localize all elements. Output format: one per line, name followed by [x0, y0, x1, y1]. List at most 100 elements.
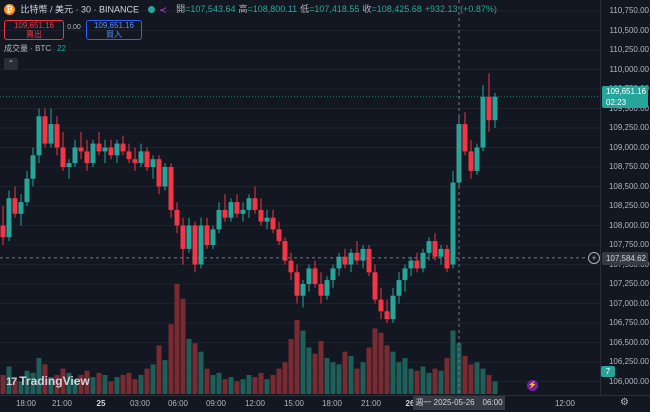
time-tick: 09:00 [205, 399, 227, 408]
time-tick: 21:00 [360, 399, 382, 408]
tradingview-logo[interactable]: 17 TradingView [6, 374, 90, 388]
volume-bar [342, 351, 348, 394]
ohlc-key: 開 [176, 4, 186, 14]
settings-icon[interactable]: ⚙ [620, 397, 629, 408]
collapse-legend-icon[interactable]: ⌃ [4, 58, 18, 70]
volume-bar [132, 379, 138, 394]
candle-body [264, 217, 270, 222]
volume-bar [270, 374, 276, 394]
candle-body [414, 260, 420, 269]
candle-body [396, 280, 402, 296]
candle-body [108, 147, 114, 156]
volume-bar [144, 368, 150, 394]
time-tick: 06:00 [167, 399, 189, 408]
candle-body [492, 96, 498, 121]
last-price-value: 109,651.16 [606, 86, 647, 96]
volume-bar [408, 368, 414, 394]
replay-icon[interactable]: ≺ [159, 4, 167, 15]
ohlc-value: =108,425.68 [371, 4, 422, 14]
volume-bar [378, 332, 384, 394]
volume-bar [372, 328, 378, 394]
volume-bar [444, 358, 450, 394]
candle-body [300, 284, 306, 296]
buy-button[interactable]: 109,651.16 買入 [86, 20, 142, 40]
time-tick: 21:00 [51, 399, 73, 408]
volume-legend[interactable]: 成交量 · BTC 22 [4, 43, 66, 54]
volume-badge: 7 [601, 366, 615, 377]
volume-bar [48, 377, 54, 394]
volume-bar [228, 377, 234, 394]
candle-body [150, 159, 156, 167]
ohlc-key: 高 [238, 4, 248, 14]
volume-bar [264, 379, 270, 394]
volume-bar [186, 339, 192, 394]
candle-body [180, 225, 186, 249]
volume-bar [336, 364, 342, 394]
volume-bar [192, 343, 198, 394]
candle-body [360, 248, 366, 261]
candle-body [138, 151, 144, 164]
flash-icon[interactable]: ⚡ [527, 380, 538, 391]
volume-bar [384, 345, 390, 394]
candle-body [198, 225, 204, 265]
time-tick: 26 [405, 399, 415, 408]
candle-body [240, 209, 246, 214]
sell-label: 賣出 [26, 30, 42, 39]
volume-bar [318, 341, 324, 394]
candle-body [474, 147, 480, 171]
volume-bar [432, 368, 438, 394]
volume-bar [354, 368, 360, 394]
volume-bar [486, 374, 492, 394]
candle-body [162, 167, 168, 187]
crosshair-price-label: 107,584.62 [602, 251, 648, 265]
time-tick: 18:00 [321, 399, 343, 408]
candle-body [54, 124, 60, 148]
symbol-title[interactable]: 比特幣 / 美元 · 30 · BINANCE [20, 4, 140, 15]
price-tick: 109,250.00 [608, 123, 649, 132]
volume-bar [438, 370, 444, 394]
volume-bar [324, 358, 330, 394]
volume-bar [204, 368, 210, 394]
time-tick: 12:00 [554, 399, 576, 408]
candle-body [432, 241, 438, 257]
price-tick: 110,750.00 [609, 6, 649, 15]
time-tick: 18:00 [15, 399, 37, 408]
volume-bar [138, 374, 144, 394]
price-tick: 107,000.00 [608, 298, 649, 308]
volume-bar [234, 381, 240, 394]
candle-body [84, 151, 90, 164]
candle-body [366, 248, 372, 273]
candle-body [462, 124, 468, 152]
volume-bar [30, 372, 36, 394]
time-axis[interactable]: 18:00 21:00 25 03:00 06:00 09:00 12:00 15:00 18:… [0, 395, 650, 412]
volume-bar [282, 362, 288, 394]
volume-bar [366, 347, 372, 394]
candle-body [372, 272, 378, 300]
candle-body [246, 198, 252, 210]
volume-bar [174, 284, 180, 394]
add-alert-icon[interactable]: + [588, 251, 600, 264]
volume-bar [414, 370, 420, 394]
price-tick: 109,000.00 [608, 142, 649, 152]
price-tick: 108,250.00 [608, 201, 649, 210]
candle-body [438, 248, 444, 257]
last-price-label: 109,651.16 02:23 [602, 85, 648, 108]
volume-bar [288, 339, 294, 394]
volume-legend-value: 22 [57, 44, 67, 53]
volume-bar [36, 358, 42, 394]
time-tick: 03:00 [129, 399, 151, 408]
volume-bar [450, 330, 456, 394]
volume-bar [90, 377, 96, 394]
price-tick: 106,000.00 [608, 376, 649, 386]
spread-value: 0.00 [67, 24, 81, 31]
candle-body [66, 163, 72, 167]
volume-bar [480, 368, 486, 394]
candle-body [288, 260, 294, 273]
price-axis[interactable]: 110,750.00 110,500.00 110,250.00 110,000.00… [600, 0, 650, 395]
buy-price: 109,651.16 [93, 21, 135, 30]
volume-bar [84, 370, 90, 394]
candle-body [336, 256, 342, 269]
sell-price: 109,651.16 [13, 21, 55, 30]
sell-button[interactable]: 109,651.16 賣出 [4, 20, 64, 40]
